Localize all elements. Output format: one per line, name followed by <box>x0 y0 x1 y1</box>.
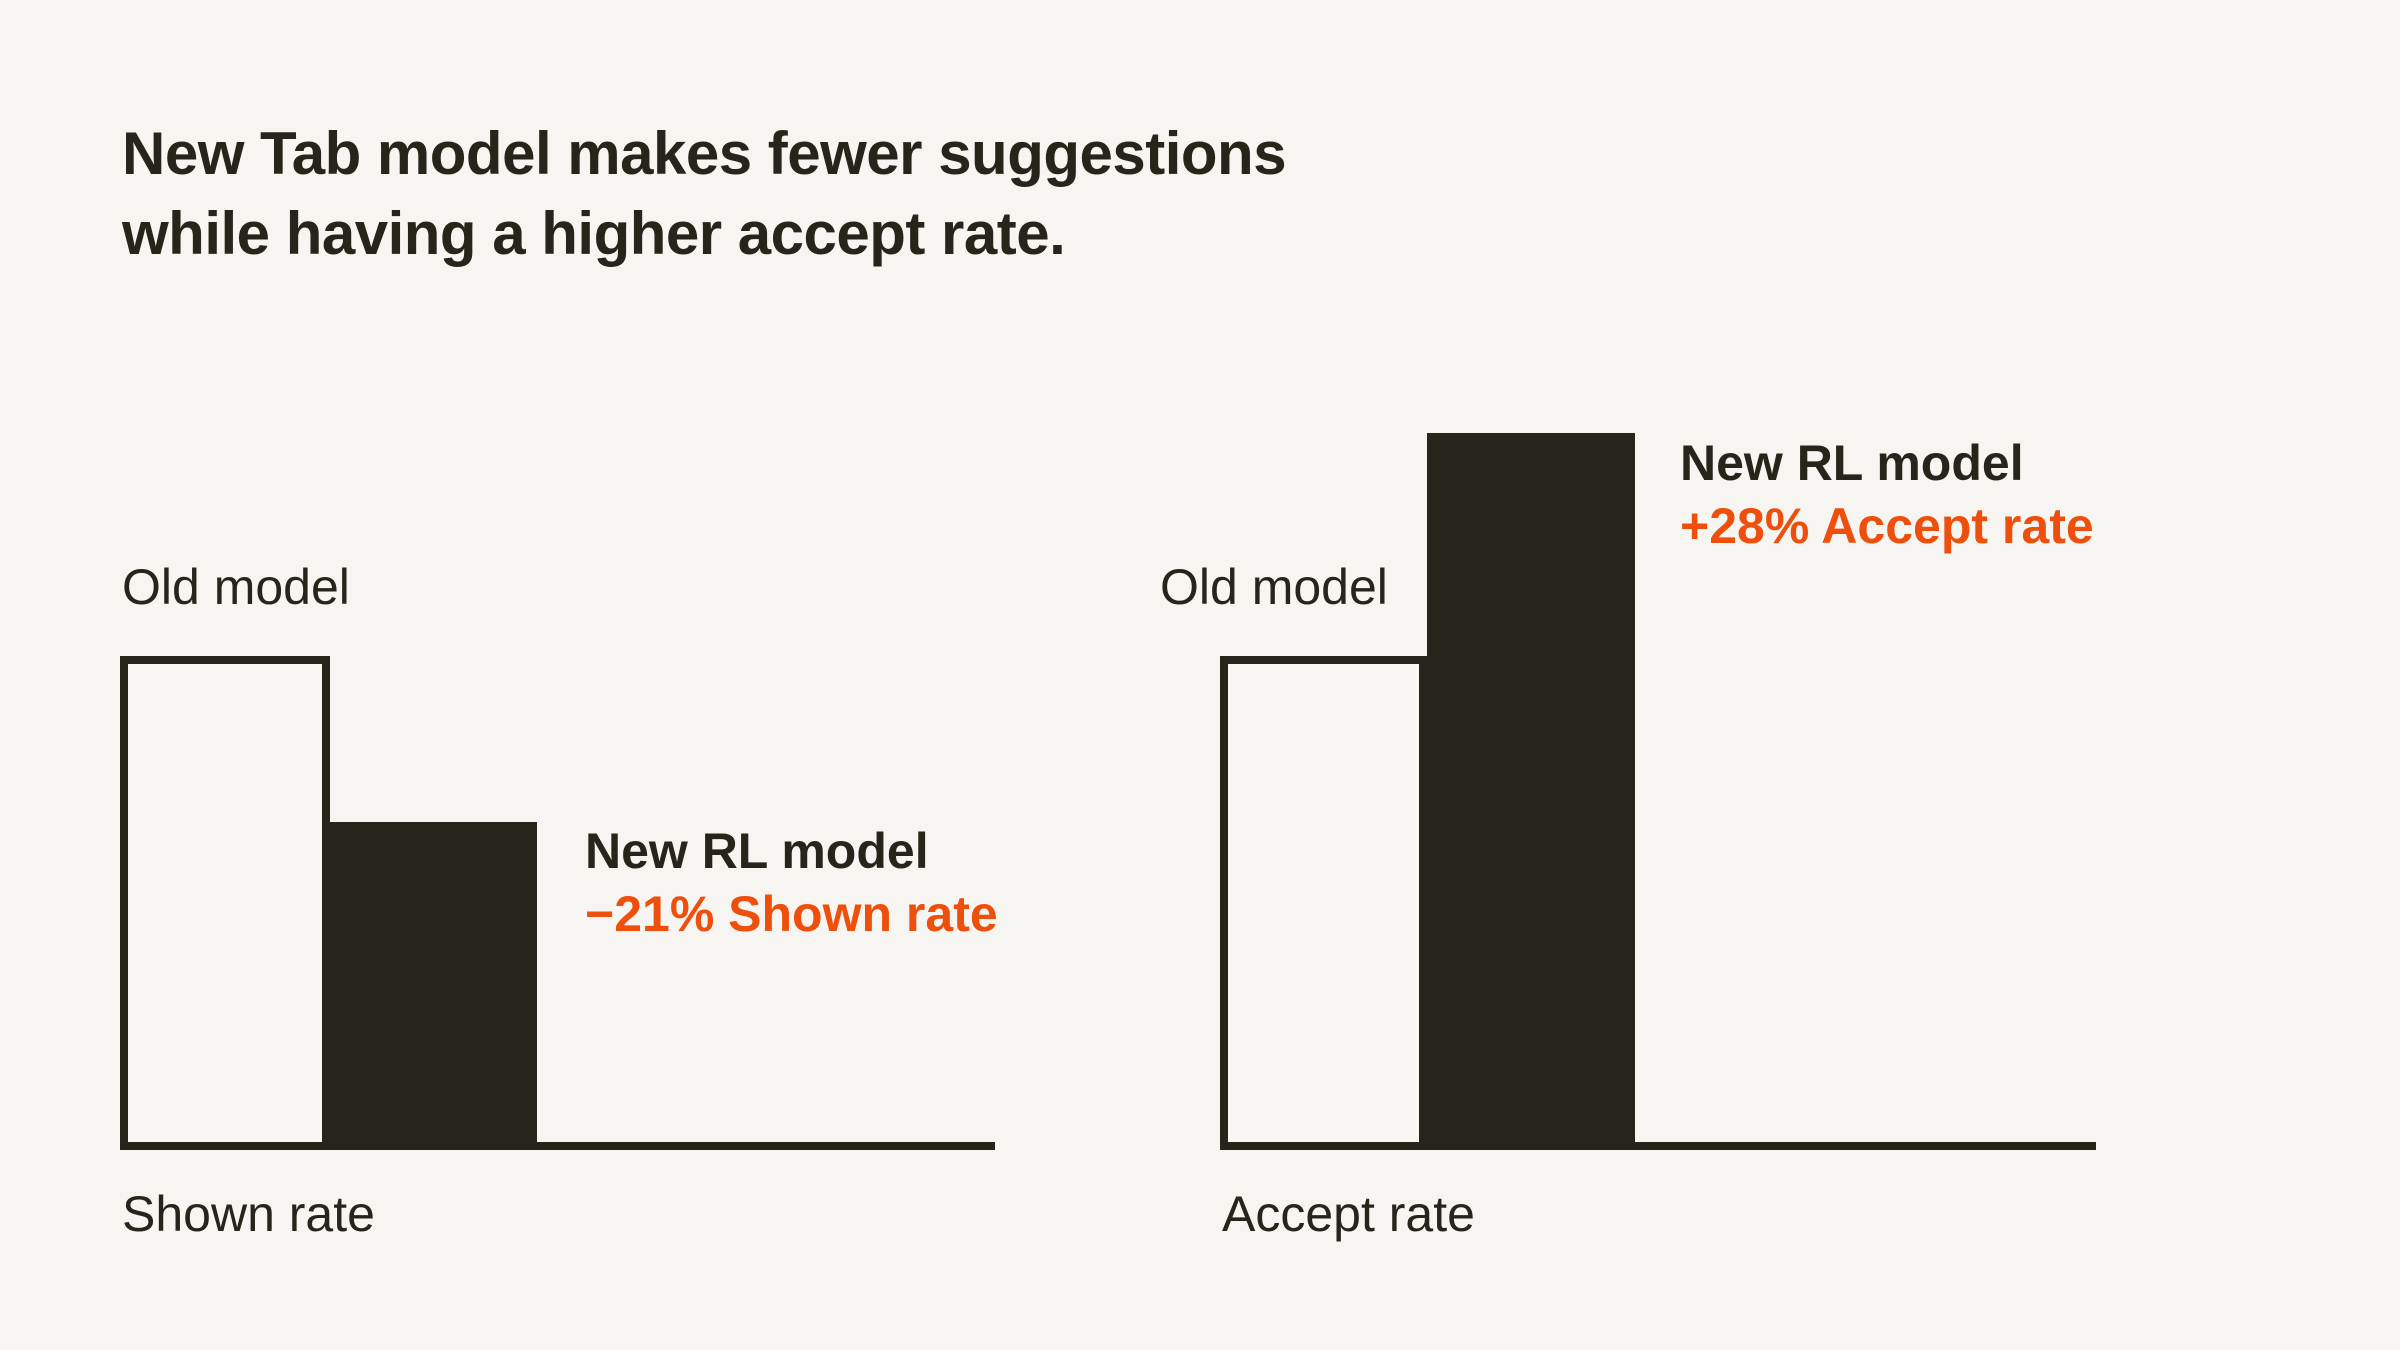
title-line-2: while having a higher accept rate. <box>122 200 1066 267</box>
bar-new-rl-model-shown <box>330 822 537 1150</box>
annotation-accept: New RL model +28% Accept rate <box>1680 432 2094 558</box>
annotation-delta-value: −21% Shown rate <box>585 886 998 942</box>
old-model-label: Old model <box>1160 559 1388 615</box>
baseline-axis-shown <box>120 1142 995 1150</box>
page-title: New Tab model makes fewer suggestions wh… <box>122 114 1287 274</box>
annotation-model-name: New RL model <box>585 823 929 879</box>
baseline-axis-accept <box>1220 1142 2096 1150</box>
annotation-delta-value: +28% Accept rate <box>1680 498 2094 554</box>
axis-label-shown-rate: Shown rate <box>122 1186 375 1242</box>
old-model-label: Old model <box>122 559 350 615</box>
title-line-1: New Tab model makes fewer suggestions <box>122 120 1287 187</box>
annotation-shown: New RL model −21% Shown rate <box>585 820 998 946</box>
bar-old-model-shown <box>120 656 330 1150</box>
bar-new-rl-model-accept <box>1427 433 1635 1150</box>
axis-label-accept-rate: Accept rate <box>1222 1186 1475 1242</box>
annotation-model-name: New RL model <box>1680 435 2024 491</box>
bar-old-model-accept <box>1220 656 1427 1150</box>
